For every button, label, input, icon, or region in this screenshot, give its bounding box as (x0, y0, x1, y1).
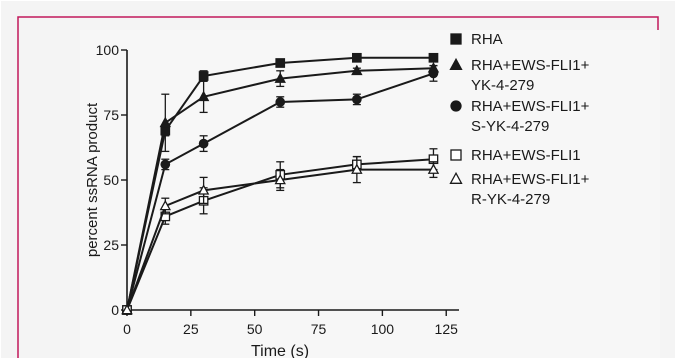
x-tick-label: 25 (183, 321, 199, 337)
series-line (126, 158, 434, 311)
legend-label: S-YK-4-279 (471, 118, 549, 135)
legend-label: RHA (471, 31, 503, 48)
series-line (126, 72, 434, 311)
legend-label: RHA+EWS-FLI1+ (471, 171, 590, 188)
x-tick-label: 100 (371, 321, 395, 337)
data-point (274, 173, 286, 185)
data-point (198, 71, 209, 81)
y-tick-label: 0 (111, 302, 119, 318)
x-tick-label: 50 (247, 321, 263, 337)
legend-marker (449, 171, 463, 184)
data-point (159, 199, 172, 211)
data-point (159, 116, 172, 128)
y-axis-label: percent ssRNA product (84, 102, 101, 257)
legend-label: RHA+EWS-FLI1+ (471, 57, 590, 74)
legend-marker (450, 149, 462, 161)
x-tick-label: 125 (435, 321, 459, 337)
data-point (351, 163, 363, 174)
legend-marker (450, 33, 462, 45)
data-point (275, 97, 286, 107)
data-point (275, 58, 286, 68)
y-tick-label: 50 (103, 172, 119, 188)
data-point (160, 159, 171, 170)
series-line (126, 67, 434, 311)
legend-label: RHA+EWS-FLI1+ (471, 98, 590, 115)
legend: RHA RHA+EWS-FLI1+ YK-4-279 RHA+EWS-FLI1+ S-Y… (449, 31, 590, 208)
legend-label: YK-4-279 (471, 77, 534, 94)
series-layer (121, 52, 440, 315)
y-tick-label: 100 (96, 42, 120, 58)
series-3 (122, 64, 439, 315)
data-point (351, 94, 362, 105)
x-axis-label: Time (s) (251, 343, 309, 358)
series-line (126, 168, 434, 311)
data-point (121, 303, 133, 315)
data-point (274, 72, 286, 83)
data-point (197, 184, 210, 195)
x-tick-label: 75 (311, 321, 327, 337)
legend-marker (449, 57, 463, 70)
data-point (427, 163, 440, 174)
legend-entry: RHA+EWS-FLI1+ YK-4-279 (449, 57, 590, 94)
data-point (197, 90, 210, 102)
legend-entry: RHA (450, 31, 503, 48)
axes: 0 25 50 75 100 125 0 25 50 75 100 (96, 42, 459, 337)
x-tick-label: 0 (123, 321, 131, 337)
data-point (351, 52, 362, 63)
data-point (198, 138, 209, 149)
series-5 (121, 155, 440, 315)
y-tick-label: 75 (103, 107, 119, 123)
legend-entry: RHA+EWS-FLI1+ R-YK-4-279 (449, 171, 590, 208)
y-tick-label: 25 (103, 237, 119, 253)
legend-entry: RHA+EWS-FLI1 (450, 147, 581, 164)
legend-marker (450, 100, 462, 112)
series-line (126, 56, 434, 311)
data-point (428, 52, 439, 63)
data-point (428, 68, 439, 79)
legend-label: RHA+EWS-FLI1 (471, 147, 581, 164)
legend-entry: RHA+EWS-FLI1+ S-YK-4-279 (450, 98, 590, 135)
data-point (351, 64, 363, 76)
legend-label: R-YK-4-279 (471, 191, 550, 208)
plot-background (80, 30, 660, 360)
